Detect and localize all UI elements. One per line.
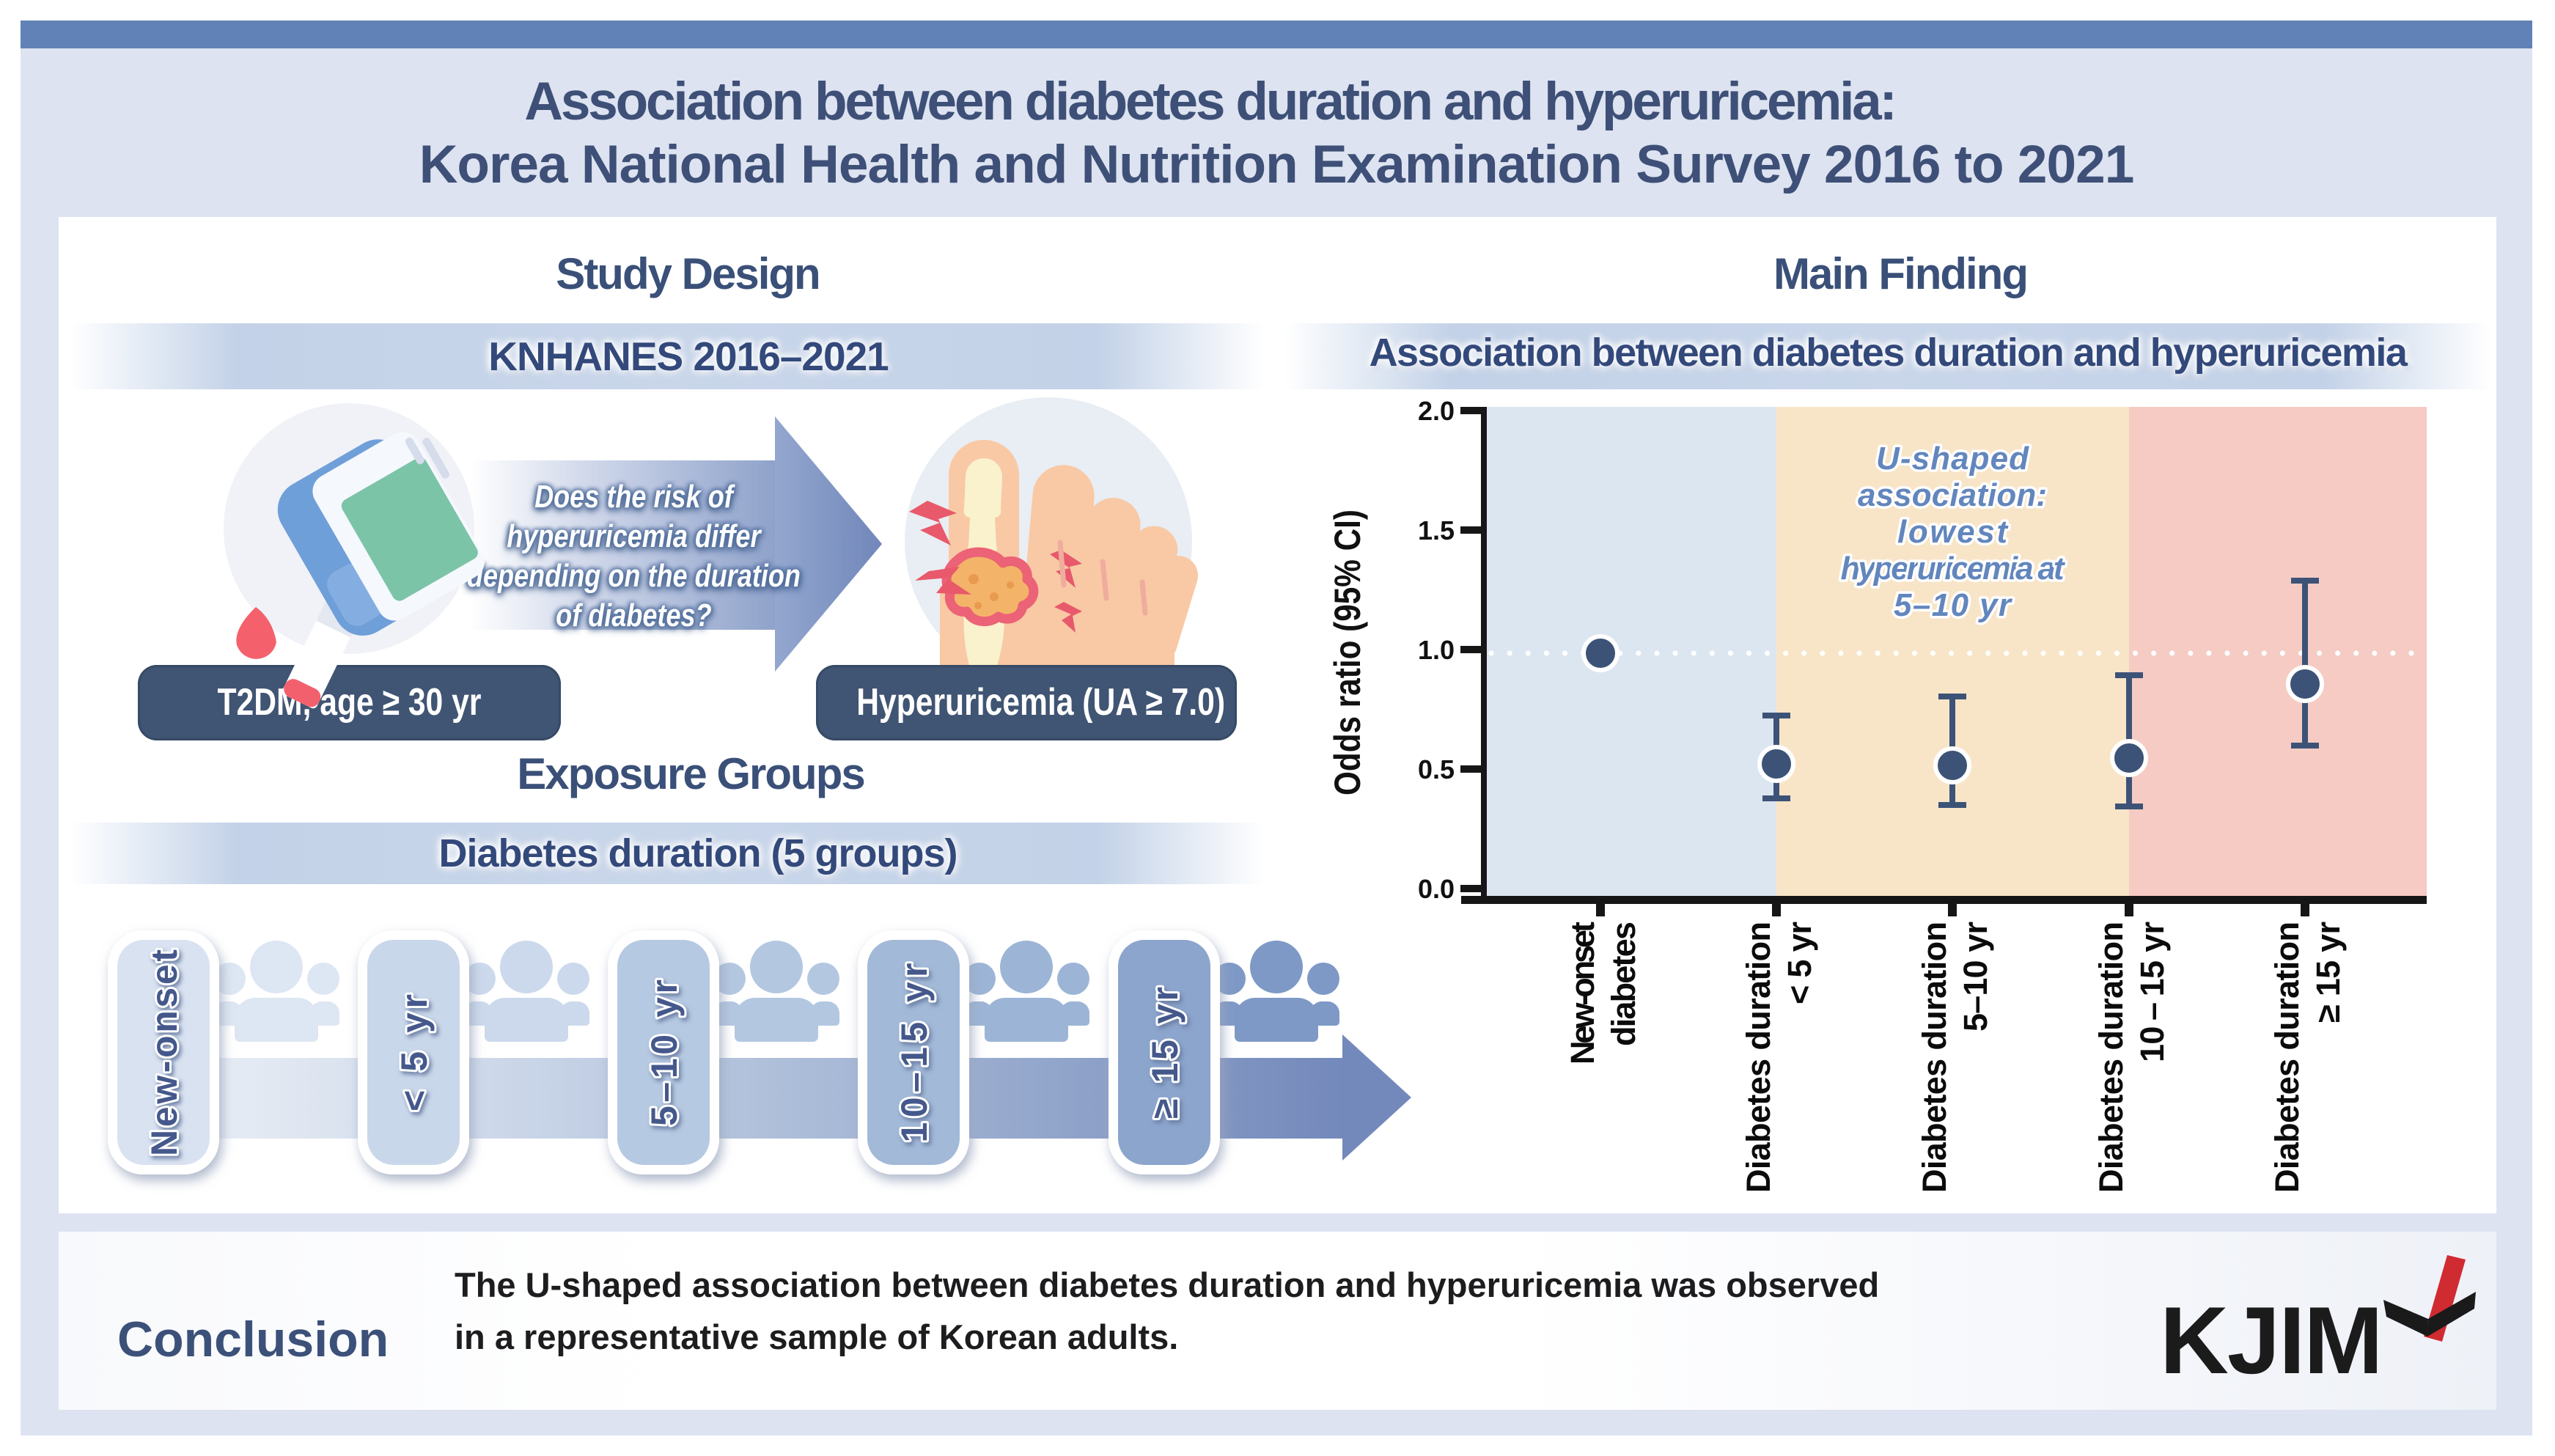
svg-text:1.5: 1.5 (1418, 515, 1455, 545)
svg-text:5–10 yr: 5–10 yr (1894, 587, 2013, 623)
svg-text:U-shaped: U-shaped (1876, 441, 2029, 477)
svg-text:2.0: 2.0 (1418, 396, 1455, 426)
svg-text:Diabetes duration: Diabetes duration (2092, 922, 2130, 1193)
svg-text:lowest: lowest (1897, 514, 2009, 550)
svg-text:< 5 yr: < 5 yr (1781, 922, 1818, 1004)
svg-text:New-onset: New-onset (144, 949, 185, 1156)
svg-text:≥ 15 yr: ≥ 15 yr (1144, 987, 1185, 1119)
svg-text:1.0: 1.0 (1418, 635, 1455, 665)
svg-text:New-onset: New-onset (1564, 922, 1601, 1065)
svg-text:hyperuricemia at: hyperuricemia at (1841, 551, 2066, 587)
svg-text:0.5: 0.5 (1418, 754, 1455, 784)
svg-text:Diabetes duration: Diabetes duration (2268, 922, 2306, 1193)
svg-text:Diabetes duration: Diabetes duration (1916, 922, 1953, 1193)
svg-text:KJIM: KJIM (2160, 1287, 2382, 1394)
svg-text:Diabetes duration: Diabetes duration (1740, 922, 1777, 1193)
svg-text:10 – 15 yr: 10 – 15 yr (2133, 922, 2171, 1062)
svg-text:10–15 yr: 10–15 yr (894, 963, 935, 1143)
svg-text:5–10 yr: 5–10 yr (1957, 922, 1994, 1032)
svg-text:diabetes: diabetes (1605, 922, 1642, 1046)
svg-text:< 5 yr: < 5 yr (394, 994, 435, 1111)
svg-text:Odds ratio (95% CI): Odds ratio (95% CI) (1327, 510, 1368, 795)
svg-text:association:: association: (1858, 477, 2047, 513)
svg-text:0.0: 0.0 (1418, 874, 1455, 904)
svg-text:≥ 15 yr: ≥ 15 yr (2309, 922, 2347, 1023)
